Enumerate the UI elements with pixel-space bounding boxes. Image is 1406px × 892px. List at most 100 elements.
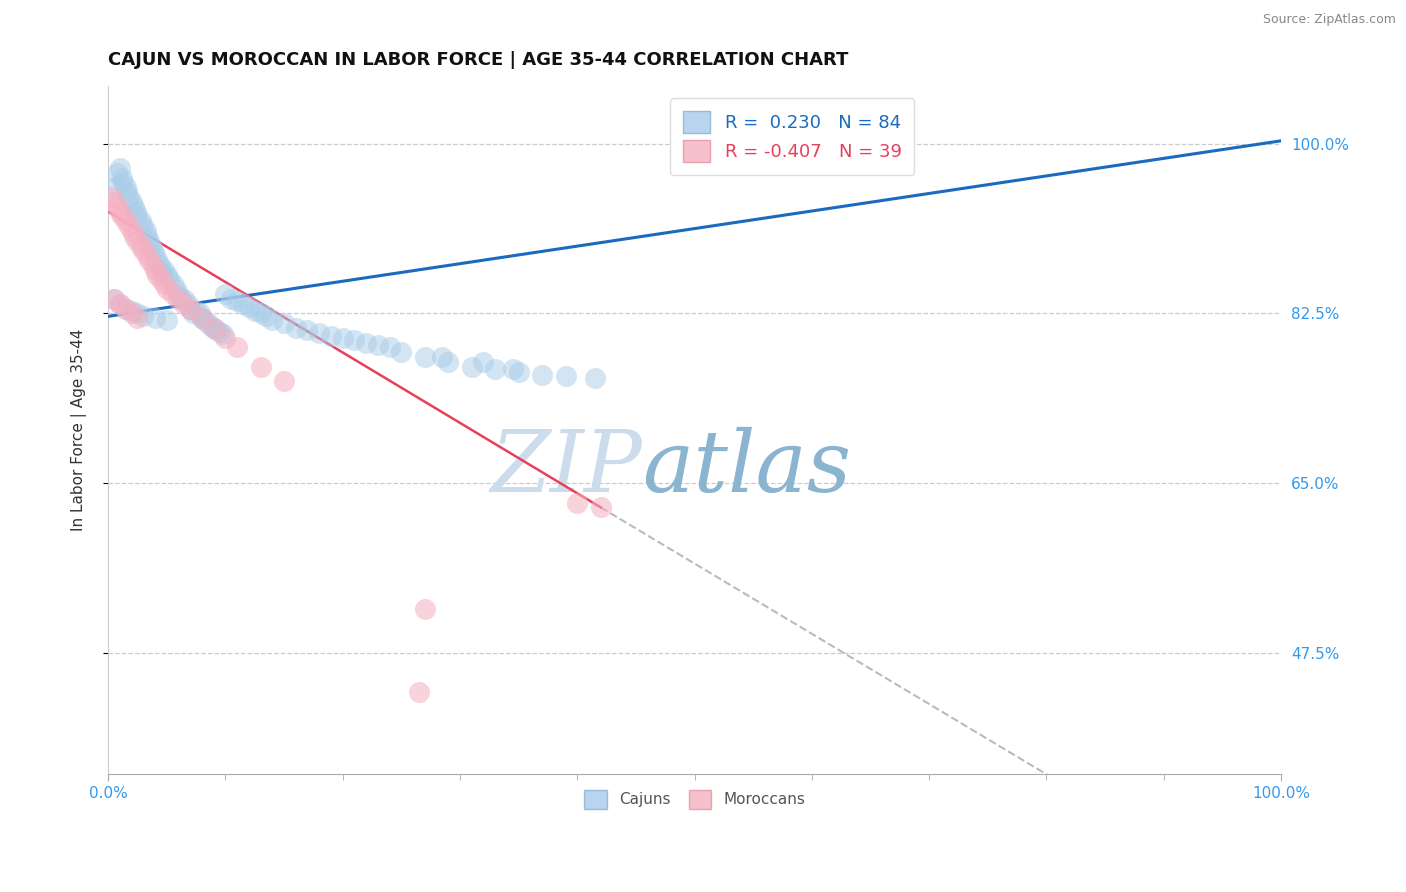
Point	[197, 316, 219, 330]
Point	[132, 244, 155, 258]
Point	[156, 313, 179, 327]
Point	[284, 321, 307, 335]
Point	[135, 224, 157, 238]
Point	[531, 368, 554, 382]
Point	[202, 321, 225, 335]
Point	[108, 161, 131, 175]
Point	[232, 297, 254, 311]
Point	[100, 190, 122, 204]
Point	[162, 277, 184, 292]
Point	[408, 684, 430, 698]
Point	[146, 253, 169, 268]
Point	[378, 340, 401, 354]
Y-axis label: In Labor Force | Age 35-44: In Labor Force | Age 35-44	[72, 328, 87, 531]
Point	[583, 371, 606, 385]
Point	[121, 306, 143, 320]
Point	[179, 301, 201, 316]
Point	[114, 301, 136, 316]
Point	[114, 180, 136, 194]
Point	[332, 331, 354, 345]
Point	[121, 224, 143, 238]
Point	[389, 345, 412, 359]
Legend: Cajuns, Moroccans: Cajuns, Moroccans	[578, 784, 811, 814]
Point	[191, 311, 214, 326]
Point	[200, 319, 222, 334]
Point	[170, 292, 193, 306]
Point	[142, 258, 165, 272]
Point	[129, 214, 152, 228]
Point	[205, 323, 228, 337]
Point	[249, 359, 271, 374]
Point	[165, 282, 187, 296]
Point	[127, 234, 149, 248]
Point	[212, 326, 235, 341]
Point	[413, 602, 436, 616]
Point	[111, 170, 134, 185]
Point	[167, 292, 190, 306]
Point	[157, 272, 180, 286]
Point	[143, 262, 166, 277]
Point	[413, 350, 436, 364]
Point	[141, 238, 163, 252]
Point	[460, 359, 482, 374]
Point	[437, 355, 460, 369]
Point	[589, 500, 612, 515]
Point	[226, 293, 249, 308]
Text: Source: ZipAtlas.com: Source: ZipAtlas.com	[1263, 13, 1396, 27]
Point	[367, 338, 389, 352]
Point	[135, 248, 157, 262]
Point	[184, 303, 207, 318]
Point	[152, 268, 174, 282]
Point	[122, 200, 145, 214]
Point	[107, 166, 129, 180]
Point	[156, 268, 179, 282]
Point	[108, 297, 131, 311]
Point	[132, 310, 155, 324]
Point	[156, 282, 179, 296]
Text: CAJUN VS MOROCCAN IN LABOR FORCE | AGE 35-44 CORRELATION CHART: CAJUN VS MOROCCAN IN LABOR FORCE | AGE 3…	[108, 51, 848, 69]
Point	[162, 287, 184, 301]
Point	[127, 210, 149, 224]
Point	[243, 303, 266, 318]
Point	[273, 316, 295, 330]
Point	[297, 323, 319, 337]
Point	[146, 268, 169, 282]
Point	[122, 228, 145, 243]
Point	[127, 306, 149, 320]
Point	[254, 310, 277, 324]
Point	[484, 361, 506, 376]
Point	[177, 297, 200, 311]
Point	[118, 219, 141, 234]
Point	[167, 287, 190, 301]
Point	[108, 297, 131, 311]
Point	[193, 313, 215, 327]
Point	[567, 495, 589, 509]
Point	[502, 361, 524, 376]
Point	[112, 176, 135, 190]
Point	[472, 355, 495, 369]
Point	[114, 214, 136, 228]
Point	[143, 248, 166, 262]
Point	[149, 262, 172, 277]
Point	[143, 311, 166, 326]
Point	[214, 287, 236, 301]
Point	[262, 313, 284, 327]
Point	[153, 277, 176, 292]
Point	[319, 328, 342, 343]
Point	[149, 272, 172, 286]
Point	[191, 311, 214, 326]
Point	[354, 335, 377, 350]
Point	[127, 311, 149, 326]
Point	[153, 262, 176, 277]
Point	[208, 325, 231, 339]
Point	[138, 234, 160, 248]
Point	[188, 306, 211, 320]
Point	[173, 292, 195, 306]
Point	[111, 210, 134, 224]
Point	[343, 333, 366, 347]
Point	[238, 300, 260, 314]
Point	[219, 292, 242, 306]
Point	[181, 306, 204, 320]
Point	[226, 340, 249, 354]
Point	[554, 369, 576, 384]
